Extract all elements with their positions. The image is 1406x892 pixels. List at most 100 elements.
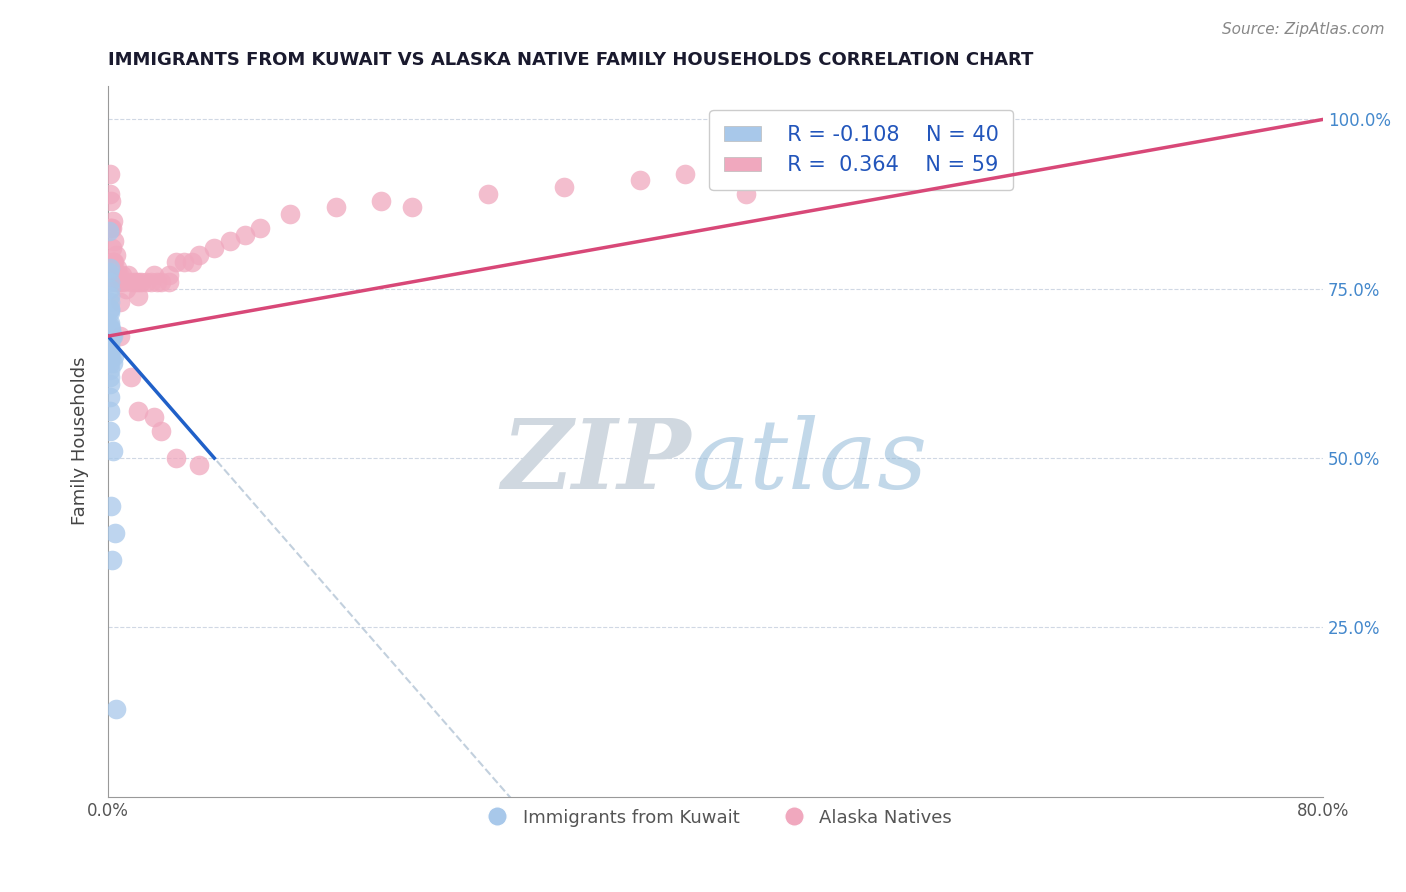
Point [98,322,121,336]
Point [101,444,124,458]
Point [325,201,347,215]
Point [150,424,173,438]
Point [150,275,173,289]
Point [98,343,121,357]
Point [180,254,202,268]
Point [103,356,125,370]
Point [111,268,134,283]
Point [101,329,124,343]
Point [135,275,157,289]
Point [98,220,121,235]
Point [101,254,124,268]
Point [101,220,124,235]
Point [98,363,121,377]
Point [104,248,127,262]
Point [98,351,121,365]
Point [98,186,121,201]
Point [100,322,122,336]
Point [98,335,121,350]
Point [108,275,131,289]
Point [278,207,301,221]
Point [100,499,122,513]
Point [249,220,271,235]
Point [98,343,121,357]
Point [735,186,758,201]
Point [98,339,121,353]
Point [98,295,121,310]
Point [98,275,121,289]
Point [165,451,187,466]
Point [103,235,125,249]
Point [104,275,127,289]
Text: IMMIGRANTS FROM KUWAIT VS ALASKA NATIVE FAMILY HOUSEHOLDS CORRELATION CHART: IMMIGRANTS FROM KUWAIT VS ALASKA NATIVE … [108,51,1033,69]
Point [127,403,149,417]
Point [101,552,124,566]
Point [145,275,167,289]
Point [127,288,149,302]
Point [100,220,122,235]
Point [100,350,122,364]
Point [98,316,121,330]
Point [103,254,125,268]
Text: ZIP: ZIP [502,416,692,509]
Point [127,275,149,289]
Point [97,224,120,238]
Point [233,227,256,242]
Point [98,282,121,296]
Point [98,390,121,404]
Point [103,254,125,268]
Point [173,254,195,268]
Point [124,275,146,289]
Point [108,329,131,343]
Point [120,369,142,384]
Point [100,194,122,208]
Point [117,268,139,283]
Point [98,265,121,279]
Point [673,167,696,181]
Point [157,268,180,283]
Point [98,301,121,316]
Point [202,241,225,255]
Point [628,173,651,187]
Point [105,261,128,276]
Point [108,295,131,310]
Point [112,275,135,289]
Point [370,194,392,208]
Point [104,702,127,716]
Point [101,329,124,343]
Point [98,261,121,276]
Point [157,275,180,289]
Point [98,424,121,438]
Text: Source: ZipAtlas.com: Source: ZipAtlas.com [1222,22,1385,37]
Point [120,275,142,289]
Point [98,376,121,391]
Point [98,326,121,340]
Point [139,275,162,289]
Point [98,167,121,181]
Point [98,305,121,319]
Point [401,201,423,215]
Point [553,180,575,194]
Legend: Immigrants from Kuwait, Alaska Natives: Immigrants from Kuwait, Alaska Natives [472,802,959,834]
Point [477,186,499,201]
Point [98,329,121,343]
Point [105,275,128,289]
Point [107,268,129,283]
Point [188,248,211,262]
Point [98,369,121,384]
Text: atlas: atlas [692,416,928,509]
Point [165,254,187,268]
Point [98,346,121,360]
Point [101,241,124,255]
Point [104,525,127,540]
Point [103,350,125,364]
Point [98,318,121,333]
Point [98,288,121,302]
Point [218,235,240,249]
Point [131,275,153,289]
Point [115,282,138,296]
Point [98,333,121,347]
Point [142,410,165,425]
Y-axis label: Family Households: Family Households [72,357,89,525]
Point [98,403,121,417]
